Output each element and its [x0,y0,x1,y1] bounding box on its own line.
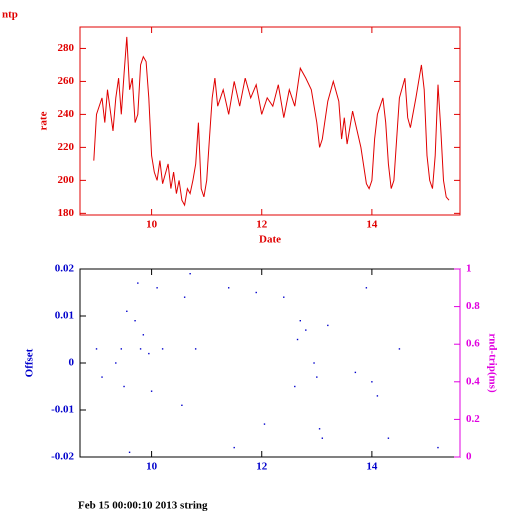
data-point [354,371,357,374]
data-point [194,348,197,350]
data-point [123,385,125,388]
data-point [128,451,131,453]
data-point [296,338,299,341]
data-line [93,36,450,207]
data-point [95,348,98,350]
data-point [283,296,285,298]
y-tick-label: 220 [58,141,75,153]
data-point [142,334,145,336]
y-tick-label: -0.01 [51,404,74,416]
x-tick-label: 12 [256,219,268,231]
data-point [137,282,139,284]
y-axis-label: rate [38,111,50,130]
data-point [115,362,117,364]
data-point [233,446,235,449]
data-point [139,348,142,350]
data-point [299,320,301,322]
y-axis-label: Offset [24,348,36,377]
data-point [150,390,153,392]
data-point [183,296,186,298]
chart-title: ntp [2,9,18,21]
y-tick-label: 260 [58,75,75,87]
data-point [318,428,321,430]
y2-tick-label: 0 [466,451,472,463]
data-point [387,437,390,439]
data-point [371,381,373,383]
y2-tick-label: 1 [466,263,472,275]
plot-frame [79,268,461,458]
data-point [181,404,183,406]
data-point [148,352,150,355]
data-point [321,437,324,439]
y-tick-label: 0 [69,357,75,369]
data-point [437,446,439,449]
data-point [316,376,318,378]
x-tick-label: 10 [146,219,158,231]
plot-frame [79,26,461,216]
data-point [305,329,307,331]
y2-tick-label: 0.6 [466,338,480,350]
x-axis-label: Date [259,234,281,246]
data-point [398,348,401,350]
x-tick-label: 14 [366,461,378,473]
y-tick-label: -0.02 [51,451,74,463]
y-tick-label: 180 [58,207,75,219]
y2-tick-label: 0.4 [466,375,480,387]
y-tick-label: 280 [58,42,75,54]
data-point [255,291,257,294]
data-point [156,287,158,289]
data-point [120,348,123,350]
y-tick-label: 0.01 [55,310,74,322]
x-tick-label: 14 [366,219,378,231]
y2-tick-label: 0.8 [466,300,480,312]
y2-tick-label: 0.2 [466,413,480,425]
data-point [126,310,128,312]
data-point [227,287,230,289]
footer: Feb 15 00:00:10 2013 string [78,500,208,512]
x-tick-label: 12 [256,461,268,473]
data-point [189,273,191,275]
y-tick-label: 200 [58,174,75,186]
y2-axis-label: rnd-trip(ms) [486,333,498,393]
data-point [161,348,164,350]
x-tick-label: 10 [146,461,158,473]
data-point [313,362,315,364]
y-tick-label: 0.02 [55,263,75,275]
data-point [294,385,296,388]
data-point [365,287,368,289]
y-tick-label: 240 [58,108,75,120]
data-point [134,320,136,322]
data-point [376,395,379,397]
data-point [327,324,329,327]
data-point [263,423,266,425]
data-point [101,376,103,378]
